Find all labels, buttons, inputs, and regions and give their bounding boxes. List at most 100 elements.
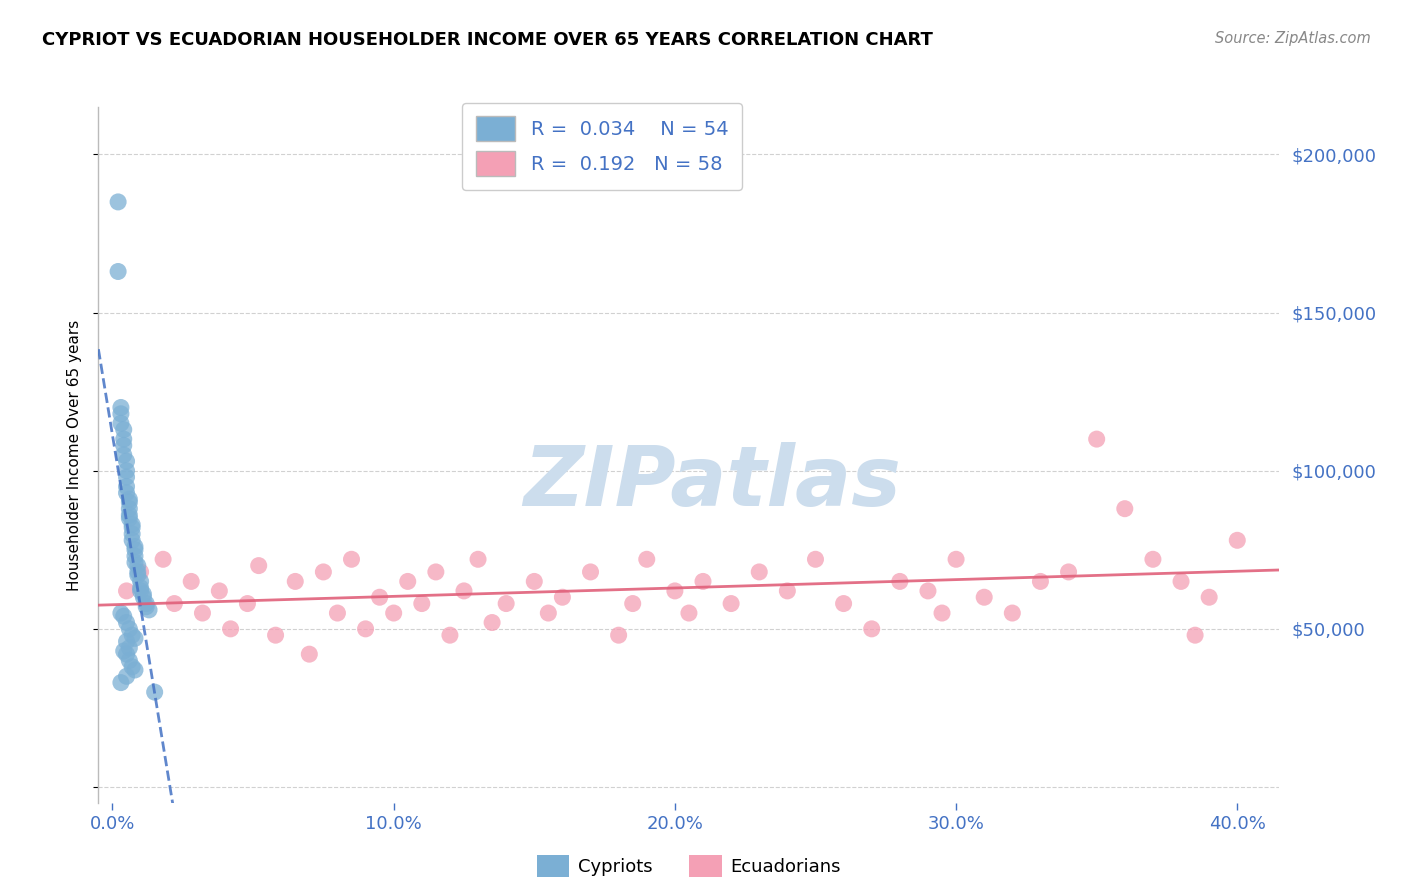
Point [945,552,967,566]
Point [264,628,287,642]
Point [1057,565,1080,579]
Point [636,552,658,566]
Point [135,597,157,611]
Point [621,597,644,611]
Point [132,591,155,605]
Point [121,521,143,535]
Point [396,574,419,589]
Point [973,591,995,605]
Point [382,606,405,620]
Point [121,527,143,541]
Point [112,423,135,437]
Point [110,675,132,690]
Point [832,597,855,611]
Point [118,653,141,667]
Point [860,622,883,636]
Legend: Cypriots, Ecuadorians: Cypriots, Ecuadorians [530,847,848,884]
Point [124,556,146,570]
Point [326,606,349,620]
Point [124,663,146,677]
Point [748,565,770,579]
Point [692,574,714,589]
Point [495,597,517,611]
Point [107,194,129,209]
Point [127,558,149,573]
Point [110,401,132,415]
Point [110,417,132,431]
Point [247,558,270,573]
Point [152,552,174,566]
Point [219,622,242,636]
Point [115,647,138,661]
Point [1114,501,1136,516]
Point [115,634,138,648]
Point [118,501,141,516]
Point [917,583,939,598]
Point [112,609,135,624]
Point [135,599,157,614]
Point [121,628,143,642]
Point [115,583,138,598]
Point [191,606,214,620]
Point [804,552,827,566]
Point [115,486,138,500]
Point [143,685,166,699]
Point [115,470,138,484]
Point [481,615,503,630]
Point [132,587,155,601]
Point [579,565,602,579]
Point [129,583,152,598]
Point [1198,591,1220,605]
Point [411,597,433,611]
Point [127,565,149,579]
Text: ZIPatlas: ZIPatlas [523,442,901,524]
Point [112,448,135,462]
Point [115,669,138,683]
Point [107,264,129,278]
Point [110,407,132,421]
Point [124,542,146,557]
Point [1142,552,1164,566]
Point [124,632,146,646]
Point [115,479,138,493]
Point [1184,628,1206,642]
Point [607,628,630,642]
Point [124,540,146,554]
Point [121,660,143,674]
Point [115,615,138,630]
Point [664,583,686,598]
Point [127,568,149,582]
Point [1029,574,1052,589]
Point [118,511,141,525]
Point [124,549,146,563]
Y-axis label: Householder Income Over 65 years: Householder Income Over 65 years [66,319,82,591]
Point [368,591,391,605]
Point [551,591,574,605]
Point [354,622,377,636]
Point [312,565,335,579]
Point [284,574,307,589]
Point [115,464,138,478]
Point [118,495,141,509]
Point [1170,574,1192,589]
Point [340,552,363,566]
Point [118,508,141,522]
Point [163,597,186,611]
Point [121,517,143,532]
Point [931,606,953,620]
Point [115,454,138,468]
Point [129,574,152,589]
Point [180,574,202,589]
Point [889,574,911,589]
Point [776,583,799,598]
Point [208,583,231,598]
Point [467,552,489,566]
Point [129,565,152,579]
Point [298,647,321,661]
Text: Source: ZipAtlas.com: Source: ZipAtlas.com [1215,31,1371,46]
Point [112,438,135,452]
Point [129,581,152,595]
Point [425,565,447,579]
Point [523,574,546,589]
Point [678,606,700,620]
